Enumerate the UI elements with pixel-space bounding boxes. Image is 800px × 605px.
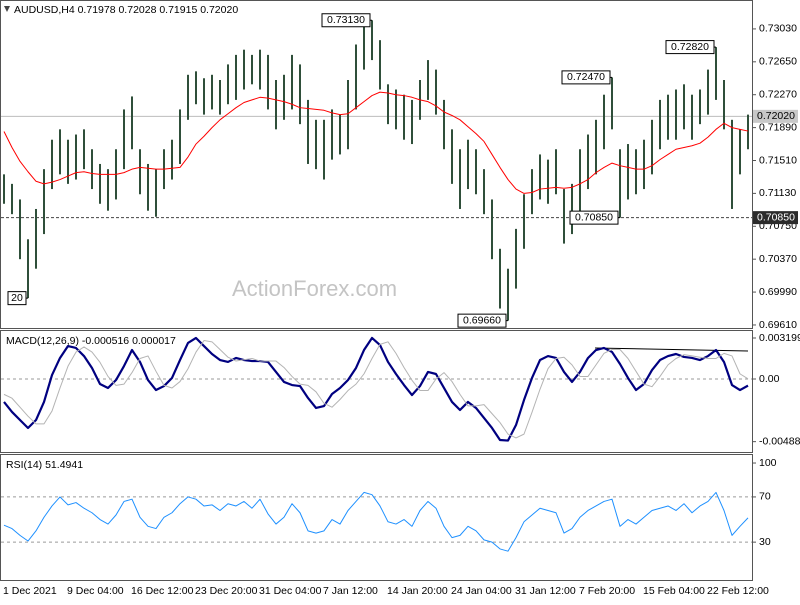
- annotation-label: 0.72820: [671, 41, 709, 53]
- y-tick-label: 0.71890: [759, 121, 797, 133]
- annotation-box: [665, 40, 715, 55]
- x-tick-label: 23 Dec 20:00: [195, 585, 258, 597]
- x-tick-label: 7 Feb 20:00: [579, 585, 635, 597]
- macd-panel-frame: [0, 330, 753, 453]
- x-tick-label: 15 Feb 04:00: [643, 585, 705, 597]
- y-tick-label: 0.00: [759, 373, 780, 385]
- y-tick-label: 0.70370: [759, 253, 797, 265]
- series-line: [3, 340, 749, 439]
- x-tick-label: 31 Dec 04:00: [259, 585, 322, 597]
- y-tick-label: 0.73030: [759, 23, 797, 35]
- x-tick-label: 22 Feb 12:00: [707, 585, 769, 597]
- annotation-label: 20: [11, 292, 23, 304]
- price-label: 0.70850: [757, 211, 795, 223]
- x-tick-label: 9 Dec 04:00: [67, 585, 124, 597]
- annotation-box: [7, 291, 27, 306]
- annotation-label: 0.70850: [575, 211, 613, 223]
- symbol-icon: [4, 6, 10, 12]
- annotation-label: 0.72470: [567, 71, 605, 83]
- panel-title: RSI(14) 51.4941: [6, 459, 83, 471]
- annotation-box: [561, 70, 611, 85]
- price-panel-frame: [0, 0, 753, 329]
- y-tick-label: 0.71130: [759, 187, 796, 199]
- price-label: 0.72020: [757, 110, 795, 122]
- price-label-box: [753, 211, 798, 225]
- annotation-label: 0.73130: [327, 14, 365, 26]
- x-tick-label: 24 Jan 04:00: [451, 585, 512, 597]
- panel-title: AUDUSD,H4 0.71978 0.72028 0.71915 0.7202…: [14, 4, 238, 16]
- x-tick-label: 31 Jan 12:00: [515, 585, 576, 597]
- annotation-box: [457, 313, 507, 328]
- y-tick-label: -0.004887: [759, 435, 800, 447]
- y-tick-label: 30: [759, 536, 771, 548]
- x-tick-label: 1 Dec 2021: [3, 585, 57, 597]
- x-tick-label: 7 Jan 12:00: [323, 585, 378, 597]
- y-tick-label: 0.003199: [759, 332, 800, 344]
- rsi-panel-frame: [0, 454, 753, 581]
- watermark: ActionForex.com: [232, 276, 397, 301]
- y-tick-label: 100: [759, 457, 777, 469]
- y-tick-label: 0.69990: [759, 286, 797, 298]
- panel-title: MACD(12,26,9) -0.000516 0.000017: [6, 335, 176, 347]
- y-tick-label: 0.71510: [759, 154, 797, 166]
- y-tick-label: 0.72650: [759, 56, 797, 68]
- x-tick-label: 16 Dec 12:00: [131, 585, 194, 597]
- y-tick-label: 0.72270: [759, 88, 797, 100]
- y-tick-label: 0.69610: [759, 319, 797, 331]
- annotation-box: [321, 13, 371, 28]
- macd-trendline: [594, 347, 749, 352]
- price-label-box: [753, 109, 798, 123]
- annotation-box: [569, 210, 619, 225]
- x-tick-label: 14 Jan 20:00: [387, 585, 448, 597]
- series-line: [3, 91, 749, 194]
- series-line: [3, 336, 749, 442]
- annotation-label: 0.69660: [463, 314, 501, 326]
- series-line: [3, 491, 749, 552]
- y-tick-label: 70: [759, 491, 771, 503]
